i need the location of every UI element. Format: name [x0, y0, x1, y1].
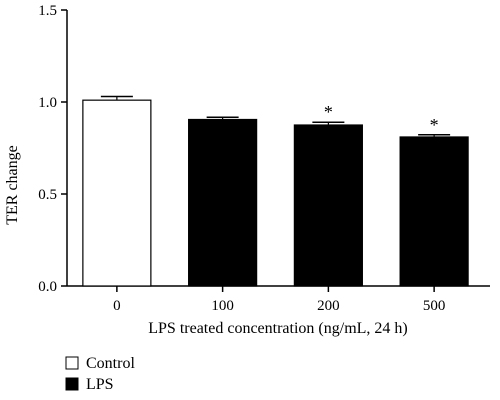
x-tick-label: 500: [423, 298, 446, 314]
y-tick-label: 1.5: [38, 3, 57, 19]
x-axis-title: LPS treated concentration (ng/mL, 24 h): [148, 320, 407, 337]
significance-marks: **: [324, 102, 439, 135]
significance-star: *: [430, 115, 439, 135]
error-bars-group: [100, 95, 451, 137]
bar-0: [82, 99, 152, 287]
x-tick-label: 200: [317, 298, 340, 314]
legend-swatch-lps: [65, 377, 79, 391]
bars-group: [82, 99, 469, 287]
y-tick-label: 0.5: [38, 187, 57, 203]
legend-label-lps: LPS: [86, 376, 114, 393]
bar-100: [188, 118, 258, 287]
x-axis-ticks: 0 100 200 500: [113, 286, 445, 314]
y-tick-label: 1.0: [38, 95, 57, 111]
bar-500: [399, 136, 469, 287]
y-axis-ticks: 0.0 0.5 1.0 1.5: [38, 3, 67, 295]
y-tick-label: 0.0: [38, 279, 57, 295]
x-tick-label: 100: [211, 298, 234, 314]
significance-star: *: [324, 102, 333, 122]
legend: Control LPS: [65, 355, 135, 393]
legend-label-control: Control: [86, 355, 135, 372]
x-tick-label: 0: [113, 298, 121, 314]
bar-200: [293, 124, 363, 287]
y-axis-title: TER change: [4, 145, 21, 225]
legend-swatch-control: [65, 356, 79, 370]
